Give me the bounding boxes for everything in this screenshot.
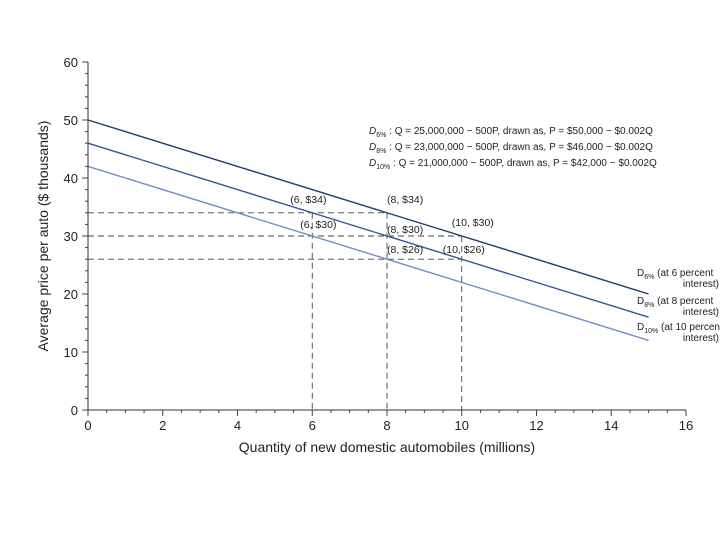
y-axis-title: Average price per auto ($ thousands) [35,121,51,352]
demand-curves [87,119,649,342]
curve-label-d10-line2: interest) [683,333,719,344]
point-label: (10, $30) [452,217,494,229]
demand-line-d10 [87,165,649,342]
demand-line-d8 [87,142,649,318]
curve-label-d8-line2: interest) [683,307,719,318]
demand-line-d6 [87,119,649,295]
curve-label-d8: D8% (at 8 percent [637,296,714,309]
minor-ticks [82,61,687,416]
x-tick-label: 0 [84,418,91,433]
y-tick-label: 50 [64,113,78,128]
x-tick-label: 8 [383,418,390,433]
x-tick-label: 14 [604,418,618,433]
y-tick-label: 0 [71,403,78,418]
curve-label-d6-line2: interest) [683,279,719,290]
x-tick-label: 12 [529,418,543,433]
y-tick-label: 10 [64,345,78,360]
point-labels: (6, $34) (8, $34) (6, $30) (8, $30) (10, $30… [290,194,494,256]
y-tick-label: 40 [64,171,78,186]
equation-line: D6% : Q = 25,000,000 − 500P, drawn as, P… [369,126,653,139]
point-label: (6, $30) [300,219,336,231]
axes [87,62,686,411]
x-tick-label: 4 [234,418,241,433]
x-tick-label: 16 [679,418,693,433]
x-tick-label: 2 [159,418,166,433]
point-label: (8, $26) [387,244,423,256]
x-tick-label: 6 [309,418,316,433]
equation-line: D10% : Q = 21,000,000 − 500P, drawn as, … [369,158,657,171]
point-label: (8, $30) [387,224,423,236]
equation-line: D8% : Q = 23,000,000 − 500P, drawn as, P… [369,142,653,155]
equation-legend: D6% : Q = 25,000,000 − 500P, drawn as, P… [369,126,657,171]
reference-lines [88,212,463,410]
point-label: (10, $26) [443,244,485,256]
x-axis-title: Quantity of new domestic automobiles (mi… [239,439,535,455]
y-tick-label: 20 [64,287,78,302]
curve-label-d10: D10% (at 10 percent [637,322,720,335]
y-tick-label: 30 [64,229,78,244]
point-label: (6, $34) [290,194,326,206]
curve-label-d6: D6% (at 6 percent [637,268,714,281]
tick-labels: 0 2 4 6 8 10 12 14 16 0 10 20 30 40 50 60 [64,55,694,433]
y-tick-label: 60 [64,55,78,70]
point-label: (8, $34) [387,194,423,206]
x-tick-label: 10 [455,418,469,433]
